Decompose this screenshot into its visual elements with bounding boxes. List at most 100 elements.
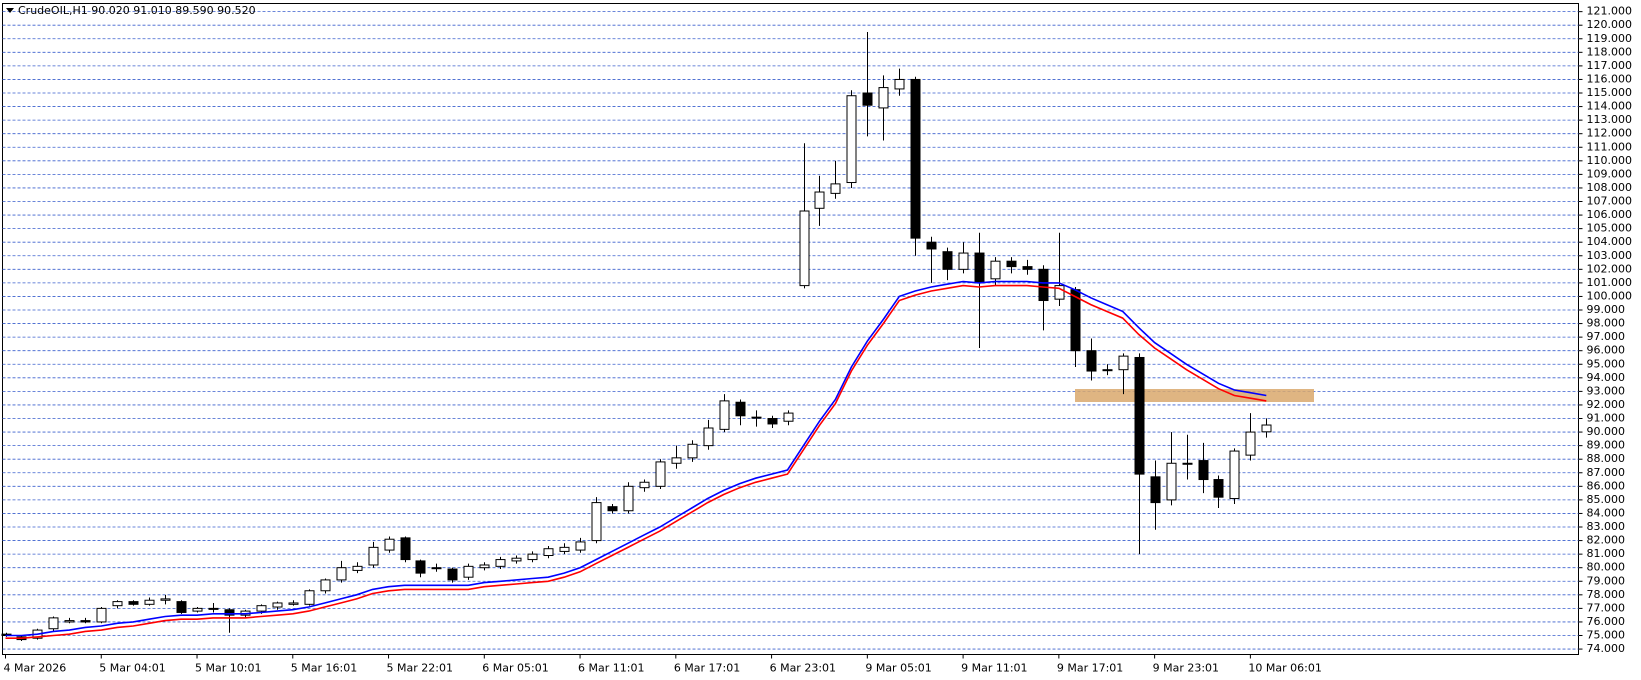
- candle-body: [352, 565, 363, 571]
- candle-body: [878, 87, 889, 109]
- y-tick-label: 94.000: [1587, 371, 1626, 384]
- candle-body: [575, 541, 586, 551]
- candle-body: [990, 260, 1001, 280]
- candle-body: [1118, 355, 1129, 371]
- candle-body: [176, 601, 187, 613]
- moving-average: [5, 280, 1267, 637]
- candle-body: [623, 485, 634, 512]
- candle-body: [447, 568, 458, 581]
- candle-body: [607, 506, 618, 512]
- candle-body: [1102, 369, 1113, 372]
- y-tick-label: 110.000: [1587, 154, 1633, 167]
- candle-body: [1150, 476, 1161, 504]
- candle-body: [415, 560, 426, 574]
- plot-frame: [2, 3, 1579, 655]
- y-tick-label: 88.000: [1587, 452, 1626, 465]
- x-tick-label: 4 Mar 2026: [4, 662, 67, 675]
- y-tick-label: 108.000: [1587, 181, 1633, 194]
- y-tick-label: 114.000: [1587, 100, 1633, 113]
- candle-body: [671, 457, 682, 464]
- y-tick-label: 99.000: [1587, 303, 1626, 316]
- candle-body: [1182, 462, 1193, 465]
- y-tick-label: 105.000: [1587, 222, 1633, 235]
- candle-body: [926, 241, 937, 250]
- y-tick-label: 89.000: [1587, 439, 1626, 452]
- x-tick-label: 5 Mar 22:01: [387, 662, 453, 675]
- price-zone: [1075, 389, 1314, 402]
- candle-body: [767, 418, 778, 425]
- candle-body: [336, 567, 347, 581]
- x-tick-label: 9 Mar 05:01: [865, 662, 931, 675]
- y-tick-label: 109.000: [1587, 167, 1633, 180]
- y-tick-label: 75.000: [1587, 629, 1626, 642]
- candle-body: [431, 567, 442, 570]
- y-tick-label: 118.000: [1587, 45, 1633, 58]
- y-tick-label: 106.000: [1587, 208, 1633, 221]
- candle-body: [495, 559, 506, 567]
- y-tick-label: 121.000: [1587, 5, 1633, 18]
- candle-body: [703, 427, 714, 447]
- y-tick-label: 76.000: [1587, 615, 1626, 628]
- candle-body: [910, 78, 921, 239]
- candle-body: [1198, 460, 1209, 481]
- candle-body: [735, 401, 746, 417]
- y-tick-label: 111.000: [1587, 140, 1633, 153]
- candle-body: [112, 601, 123, 607]
- y-tick-label: 78.000: [1587, 588, 1626, 601]
- chart-title: CrudeOIL,H1 90.020 91.010 89.590 90.520: [18, 4, 256, 17]
- candle-body: [894, 78, 905, 90]
- y-tick-label: 120.000: [1587, 18, 1633, 31]
- x-tick-label: 6 Mar 05:01: [482, 662, 548, 675]
- x-tick-label: 10 Mar 06:01: [1248, 662, 1321, 675]
- candle-body: [384, 538, 395, 551]
- candle-body: [304, 590, 315, 605]
- y-tick-label: 119.000: [1587, 32, 1633, 45]
- candle-body: [830, 183, 841, 194]
- candle-body: [1006, 260, 1017, 268]
- y-tick-label: 83.000: [1587, 520, 1626, 533]
- y-tick-label: 87.000: [1587, 466, 1626, 479]
- candle-body: [655, 461, 666, 487]
- candle-body: [814, 191, 825, 209]
- x-tick-label: 6 Mar 17:01: [674, 662, 740, 675]
- candle-body: [719, 400, 730, 430]
- candle-body: [862, 92, 873, 106]
- y-tick-label: 102.000: [1587, 262, 1633, 275]
- y-tick-label: 86.000: [1587, 479, 1626, 492]
- x-tick-label: 5 Mar 04:01: [99, 662, 165, 675]
- x-tick-label: 9 Mar 23:01: [1153, 662, 1219, 675]
- y-tick-label: 103.000: [1587, 249, 1633, 262]
- x-tick-label: 6 Mar 23:01: [770, 662, 836, 675]
- candle-body: [64, 620, 75, 623]
- x-tick-label: 9 Mar 11:01: [961, 662, 1027, 675]
- candle-body: [543, 548, 554, 556]
- candle-body: [128, 601, 139, 605]
- y-tick-label: 98.000: [1587, 317, 1626, 330]
- candle-body: [479, 564, 490, 569]
- candle-body: [511, 557, 522, 562]
- y-tick-label: 85.000: [1587, 493, 1626, 506]
- menu-triangle[interactable]: [6, 8, 14, 13]
- y-tick-label: 77.000: [1587, 601, 1626, 614]
- candle-body: [224, 609, 235, 616]
- y-tick-label: 97.000: [1587, 330, 1626, 343]
- candle-body: [1022, 266, 1033, 270]
- candle-body: [1134, 356, 1145, 475]
- y-tick-label: 113.000: [1587, 113, 1633, 126]
- candle-body: [463, 565, 474, 578]
- candle-body: [974, 252, 985, 284]
- y-tick-label: 74.000: [1587, 642, 1626, 655]
- candle-body: [958, 252, 969, 270]
- candle-body: [1086, 350, 1097, 372]
- y-tick-label: 107.000: [1587, 195, 1633, 208]
- candle-body: [256, 605, 267, 612]
- candle-body: [799, 210, 810, 287]
- candle-body: [320, 579, 331, 592]
- y-tick-label: 91.000: [1587, 412, 1626, 425]
- candle-body: [80, 620, 91, 623]
- candle-body: [591, 502, 602, 542]
- candle-body: [751, 416, 762, 419]
- y-tick-label: 81.000: [1587, 547, 1626, 560]
- x-tick-label: 6 Mar 11:01: [578, 662, 644, 675]
